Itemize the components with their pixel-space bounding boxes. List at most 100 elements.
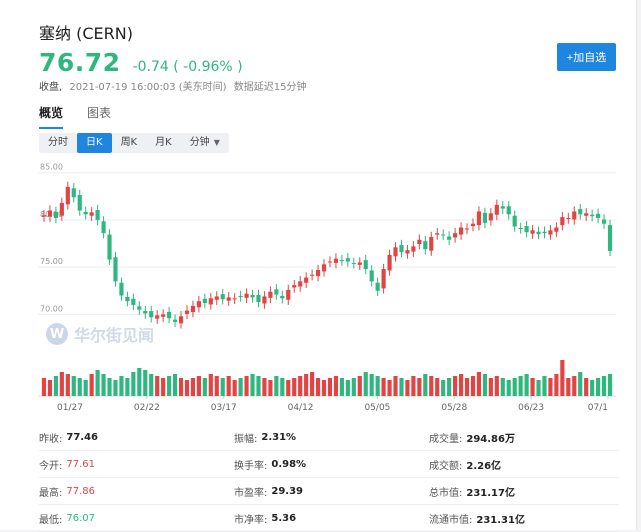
stat-pb-ratio: 市净率: 5.36 [234, 511, 429, 526]
volume-bar [315, 378, 321, 396]
volume-bar [447, 378, 452, 396]
price-change: -0.74 ( -0.96% ) [132, 59, 243, 75]
candle-body [590, 214, 595, 217]
period-minute[interactable]: 分钟 ▼ [181, 133, 229, 153]
stats-row: 最低: 76.07 市净率: 5.36 流通市值: 231.31亿 [39, 505, 619, 532]
stats-row: 今开: 77.61 换手率: 0.98% 成交额: 2.26亿 [39, 451, 619, 478]
candle-body [161, 314, 166, 317]
candle-body [351, 262, 356, 264]
candle-body [196, 301, 201, 308]
volume-bar [41, 378, 47, 396]
candle-body [548, 230, 553, 235]
candle-body [542, 231, 547, 234]
candle-body [601, 219, 607, 224]
stats-row: 最高: 77.86 市盈率: 29.39 总市值: 231.17亿 [39, 478, 619, 505]
volume-bar [333, 376, 339, 396]
candle-body [315, 270, 321, 277]
volume-bar [238, 378, 243, 396]
volume-bar [548, 378, 553, 396]
current-price: 76.72 [39, 48, 121, 77]
volume-bar [596, 378, 601, 396]
candle-body [101, 221, 106, 234]
x-tick-label: 03/17 [211, 403, 237, 413]
x-tick-label: 05/28 [441, 403, 467, 413]
stat-value: 29.39 [271, 485, 304, 497]
candle-body [256, 295, 261, 303]
volume-bar [435, 378, 440, 396]
volume-bar [512, 378, 517, 396]
stat-open: 今开: 77.61 [39, 457, 234, 472]
volume-bar [172, 374, 178, 396]
volume-bar [381, 378, 386, 396]
period-daily[interactable]: 日K [77, 133, 112, 153]
stat-turnover-rate: 换手率: 0.98% [234, 457, 429, 472]
candle-body [363, 260, 368, 270]
add-watchlist-button[interactable]: +加自选 [557, 43, 616, 71]
candlestick-chart[interactable]: 85.0080.0075.0070.0001/2702/2203/1704/12… [38, 160, 616, 420]
volume-bar [131, 372, 136, 396]
volume-bar [250, 374, 255, 396]
volume-bar [423, 374, 428, 396]
candle-body [476, 211, 482, 226]
volume-bar [155, 376, 160, 396]
candle-body [71, 188, 76, 198]
candle-body [482, 212, 487, 223]
volume-bar [196, 376, 201, 396]
period-intraday[interactable]: 分时 [48, 137, 68, 148]
candle-body [584, 213, 589, 216]
stat-label: 最高: [39, 487, 63, 499]
period-weekly[interactable]: 周K [120, 137, 138, 148]
volume-bar [524, 374, 529, 396]
volume-bar [590, 380, 595, 396]
delay-note: 数据延迟15分钟 [233, 82, 307, 93]
volume-bar [47, 380, 53, 396]
stat-label: 市盈率: [234, 487, 268, 499]
candle-body [423, 241, 428, 250]
x-tick-label: 04/12 [288, 403, 314, 413]
candle-body [524, 226, 529, 233]
stat-amplitude: 振幅: 2.31% [234, 430, 429, 445]
candle-body [232, 298, 237, 300]
candle-body [369, 270, 374, 282]
price-row: 76.72 -0.74 ( -0.96% ) [39, 48, 243, 77]
stat-label: 流通市值: [429, 514, 473, 526]
volume-bar [286, 380, 291, 396]
candle-body [244, 293, 249, 298]
stat-value: 77.61 [66, 458, 96, 470]
period-monthly[interactable]: 月K [155, 137, 172, 148]
volume-bar [476, 372, 482, 396]
candle-body [202, 298, 207, 304]
volume-bar [184, 380, 190, 396]
volume-bar [387, 380, 392, 396]
candle-body [190, 305, 196, 313]
stat-market-cap: 总市值: 231.17亿 [429, 484, 619, 499]
candle-body [381, 269, 386, 289]
stat-value: 2.26亿 [466, 460, 502, 472]
tab-chart[interactable]: 图表 [87, 106, 112, 120]
stat-float-market-cap: 流通市值: 231.31亿 [429, 511, 619, 526]
timestamp: 2021-07-19 16:00:03 (美东时间) [69, 82, 227, 93]
tab-overview[interactable]: 概览 [39, 104, 64, 129]
volume-bar [470, 376, 476, 396]
volume-bar [274, 376, 279, 396]
candle-body [155, 315, 160, 319]
stat-label: 总市值: [429, 487, 463, 499]
main-tabs: 概览 图表 [39, 104, 135, 129]
volume-bar [506, 380, 511, 396]
stat-pe-ratio: 市盈率: 29.39 [234, 484, 429, 499]
candle-body [411, 246, 416, 252]
candle-body [333, 258, 339, 263]
candle-body [208, 298, 213, 305]
candle-body [77, 194, 82, 211]
stat-label: 市净率: [234, 514, 268, 526]
volume-bar [536, 380, 541, 396]
volume-bar [119, 376, 124, 396]
candle-body [286, 289, 291, 300]
candle-body [453, 233, 458, 238]
volume-bar [167, 376, 172, 396]
candle-body [280, 295, 285, 299]
stat-value: 2.31% [261, 431, 297, 443]
volume-bar [101, 374, 106, 396]
volume-bar [566, 378, 571, 396]
